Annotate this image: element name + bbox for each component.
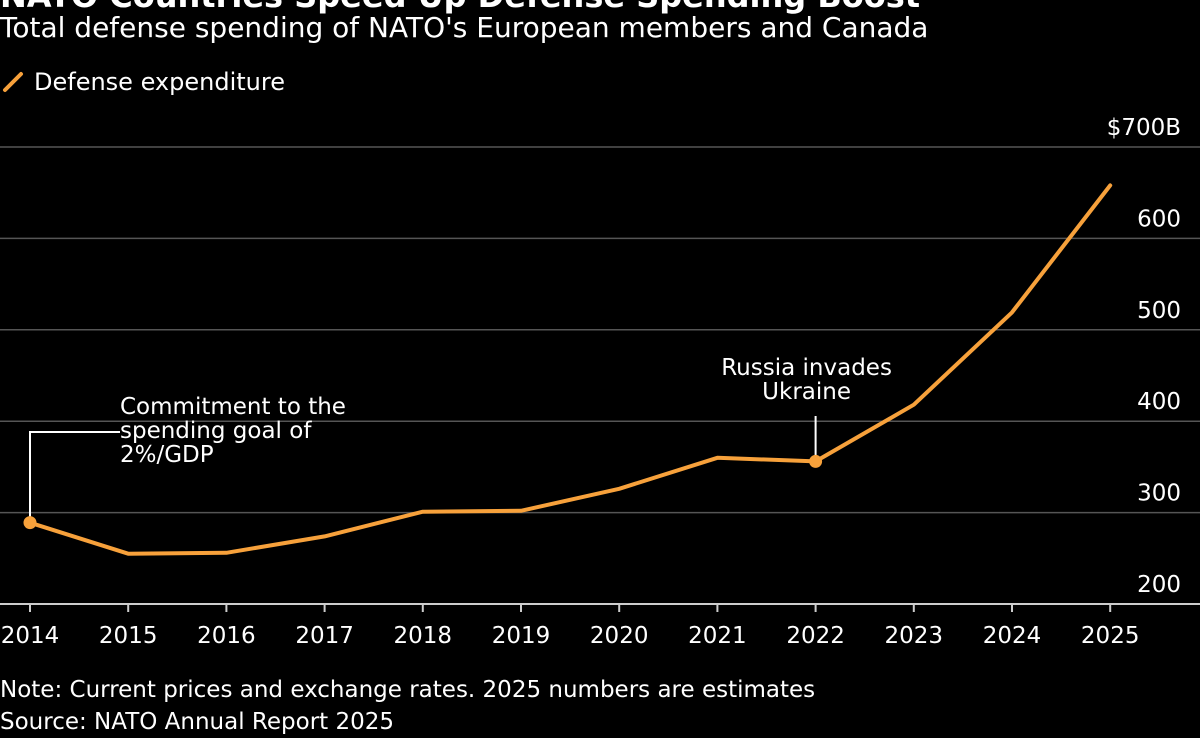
y-tick-label: 200 <box>1137 572 1181 598</box>
annotation-text: Russia invades <box>721 355 892 381</box>
y-tick-label: 400 <box>1137 389 1181 415</box>
x-tick-label: 2021 <box>688 623 747 649</box>
y-tick-label: 500 <box>1137 298 1181 324</box>
y-tick-label: 300 <box>1137 481 1181 507</box>
annotation-text: Ukraine <box>762 379 851 405</box>
x-tick-label: 2018 <box>394 623 453 649</box>
series-line-defense-expenditure <box>28 183 1113 556</box>
annotation-leader-line <box>29 431 120 517</box>
annotation-marker <box>23 516 37 530</box>
x-tick-label: 2024 <box>983 623 1042 649</box>
line-chart: 200 300 400 500 600 $700B 2014 2015 2016 2017 2018… <box>0 115 1200 649</box>
x-tick-label: 2025 <box>1081 623 1140 649</box>
annotation-text: 2%/GDP <box>120 442 214 468</box>
annotation-marker <box>809 454 823 468</box>
chart-subtitle: Total defense spending of NATO's Europea… <box>0 11 929 44</box>
y-tick-label: 600 <box>1137 206 1181 232</box>
legend-label: Defense expenditure <box>34 68 285 96</box>
slash-line-icon <box>3 72 23 92</box>
x-tick-label: 2016 <box>197 623 256 649</box>
x-tick-label: 2020 <box>590 623 649 649</box>
footnotes: Note: Current prices and exchange rates.… <box>0 674 815 738</box>
x-tick-label: 2019 <box>492 623 551 649</box>
x-tick-label: 2014 <box>1 623 60 649</box>
note-text: Note: Current prices and exchange rates.… <box>0 677 816 703</box>
x-tick-label: 2023 <box>885 623 944 649</box>
annotation-text: Commitment to the <box>120 394 346 420</box>
legend: Defense expenditure <box>2 66 285 98</box>
chart-title: NATO Countries Speed Up Defense Spending… <box>0 0 920 16</box>
y-tick-label: $700B <box>1107 115 1181 141</box>
x-tick-label: 2022 <box>786 623 845 649</box>
x-tick-label: 2015 <box>99 623 158 649</box>
x-tick-label: 2017 <box>295 623 354 649</box>
annotation-text: spending goal of <box>120 418 312 444</box>
source-text: Source: NATO Annual Report 2025 <box>0 709 395 735</box>
